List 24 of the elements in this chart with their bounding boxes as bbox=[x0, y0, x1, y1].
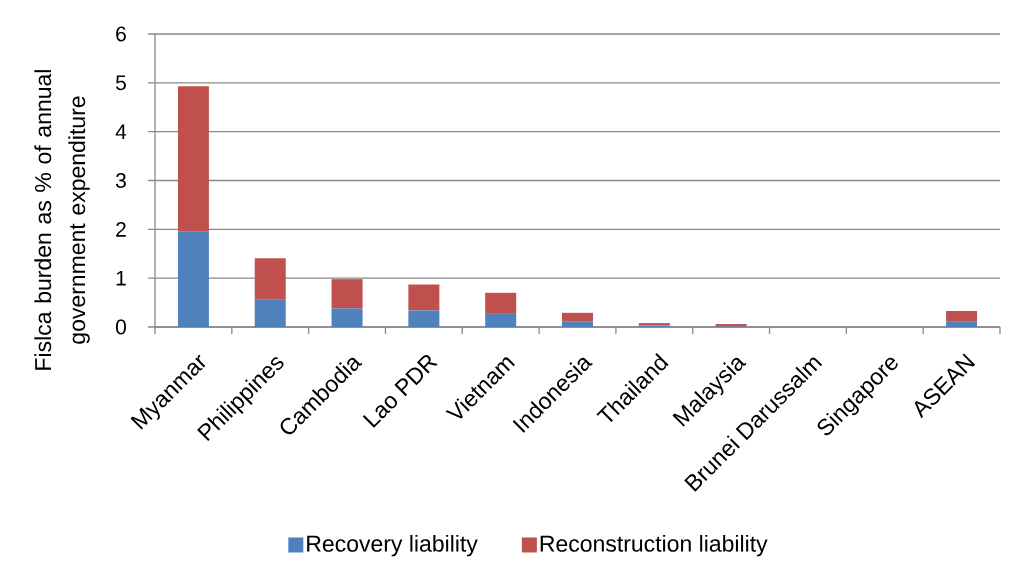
bar bbox=[946, 321, 978, 327]
bar bbox=[331, 279, 363, 309]
bar bbox=[177, 86, 209, 232]
y-tick-label: 5 bbox=[115, 75, 126, 91]
bar bbox=[177, 231, 209, 327]
y-tick-label: 0 bbox=[115, 319, 126, 335]
bar bbox=[562, 312, 593, 322]
y-axis-title: Fislca burden as % of annual government expenditure bbox=[34, 70, 90, 370]
y-tick-label: 6 bbox=[116, 26, 126, 42]
y-tick-label: 4 bbox=[115, 124, 127, 139]
bar bbox=[485, 292, 517, 314]
bar bbox=[331, 308, 363, 327]
bar bbox=[254, 299, 286, 327]
bar bbox=[485, 313, 517, 327]
legend-label: Recovery liability bbox=[307, 534, 478, 557]
y-tick-label: 3 bbox=[115, 173, 126, 188]
legend-label: Reconstruction liability bbox=[540, 534, 768, 557]
bar bbox=[562, 321, 593, 327]
y-tick-label: 2 bbox=[116, 221, 126, 237]
bar bbox=[408, 310, 440, 327]
y-tick-label: 1 bbox=[116, 270, 126, 286]
bar bbox=[946, 310, 978, 322]
bar bbox=[254, 258, 286, 300]
bar bbox=[408, 284, 440, 311]
